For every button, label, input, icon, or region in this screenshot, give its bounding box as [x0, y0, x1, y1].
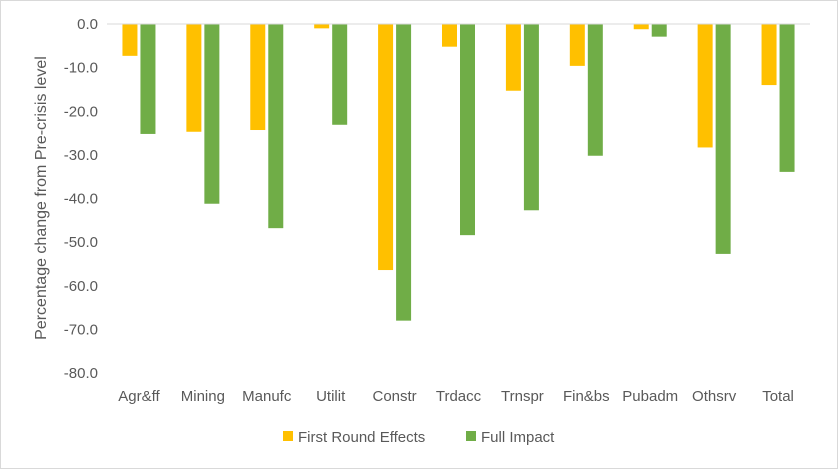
bar-full-impact-3: [332, 24, 348, 125]
bar-first-round-7: [569, 24, 585, 66]
legend-label: Full Impact: [481, 429, 555, 446]
bar-full-impact-7: [587, 24, 603, 156]
x-category-label: Constr: [372, 388, 416, 405]
bar-first-round-1: [186, 24, 202, 132]
bar-full-impact-6: [523, 24, 539, 211]
y-tick-label: -50.0: [64, 234, 98, 251]
y-tick-label: -40.0: [64, 191, 98, 208]
bar-full-impact-0: [140, 24, 156, 134]
bar-first-round-9: [697, 24, 713, 148]
y-tick-label: -70.0: [64, 321, 98, 338]
bars: [122, 24, 795, 321]
x-axis-categories: Agr&ff Mining Manufc Utilit Constr Trdacc Trns…: [118, 388, 794, 405]
bar-first-round-5: [442, 24, 457, 47]
bar-first-round-4: [378, 24, 394, 271]
bar-full-impact-5: [460, 24, 475, 236]
y-tick-label: 0.0: [77, 16, 98, 33]
y-tick-label: -60.0: [64, 278, 98, 295]
bar-first-round-0: [122, 24, 138, 56]
x-category-label: Trnspr: [501, 388, 544, 405]
y-axis-title: Percentage change from Pre-crisis level: [33, 56, 50, 340]
bar-first-round-8: [633, 24, 649, 30]
x-category-label: Othsrv: [692, 388, 737, 405]
x-category-label: Total: [762, 388, 794, 405]
bar-full-impact-10: [779, 24, 795, 172]
bar-full-impact-2: [268, 24, 284, 229]
bar-full-impact-4: [396, 24, 412, 321]
x-category-label: Fin&bs: [563, 388, 610, 405]
x-category-label: Pubadm: [622, 388, 678, 405]
bar-full-impact-9: [715, 24, 731, 254]
y-tick-label: -30.0: [64, 147, 98, 164]
bar-first-round-2: [250, 24, 266, 131]
x-category-label: Agr&ff: [118, 388, 160, 405]
x-category-label: Manufc: [242, 388, 292, 405]
y-tick-label: -10.0: [64, 60, 98, 77]
x-category-label: Utilit: [316, 388, 346, 405]
bar-first-round-6: [505, 24, 521, 91]
bar-first-round-10: [761, 24, 777, 86]
x-category-label: Mining: [181, 388, 225, 405]
legend-swatch: [283, 431, 293, 441]
legend: First Round Effects Full Impact: [283, 429, 555, 446]
legend-swatch: [466, 431, 476, 441]
y-axis-ticks: 0.0 -10.0 -20.0 -30.0 -40.0 -50.0 -60.0 -70.0 -8…: [64, 16, 98, 382]
bar-first-round-3: [314, 24, 330, 29]
bar-full-impact-1: [204, 24, 220, 204]
legend-label: First Round Effects: [298, 429, 425, 446]
x-category-label: Trdacc: [436, 388, 482, 405]
y-tick-label: -20.0: [64, 103, 98, 120]
bar-full-impact-8: [651, 24, 667, 37]
y-tick-label: -80.0: [64, 365, 98, 382]
